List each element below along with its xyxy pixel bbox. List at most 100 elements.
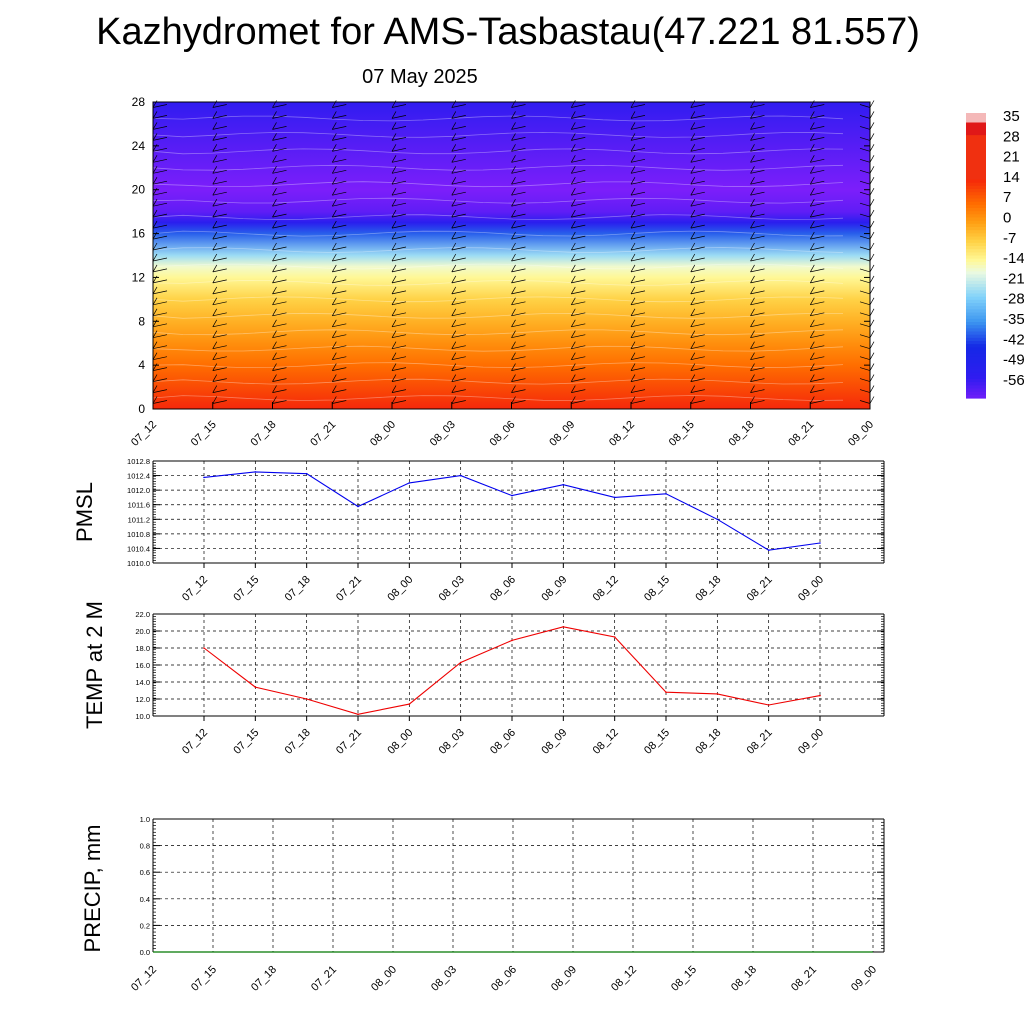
wind-barb: [451, 180, 466, 185]
colorbar-swatch: [966, 116, 986, 120]
y-tick-label: 1012.8: [127, 457, 150, 466]
wind-barb-flag: [630, 188, 636, 196]
wind-barb-flag: [152, 155, 158, 163]
wind-barb: [332, 224, 347, 229]
data-point: [203, 476, 205, 479]
y-tick-label: 14.0: [135, 678, 150, 687]
wind-barb: [859, 389, 871, 393]
y-tick-label: 20: [132, 183, 146, 197]
wind-barb-flag: [272, 275, 277, 284]
contour-line: [152, 181, 844, 188]
wind-barb-flag: [152, 308, 158, 316]
wind-barb: [630, 378, 646, 382]
wind-barb-flag: [511, 231, 516, 240]
contour-line: [152, 263, 844, 270]
wind-barb-flag: [391, 133, 397, 141]
wind-barb-flag: [511, 385, 516, 393]
colorbar-swatch: [966, 160, 986, 165]
wind-barb: [272, 137, 287, 141]
wind-barb: [859, 268, 871, 273]
wind-barb: [272, 202, 287, 207]
colorbar-swatch: [966, 356, 986, 361]
wind-barb-flag: [570, 275, 576, 284]
x-tick-label: 08_00: [385, 574, 415, 604]
wind-barb-flag: [451, 155, 457, 163]
wind-barb: [152, 213, 168, 218]
wind-barb-flag: [570, 363, 576, 371]
wind-barb-flag: [809, 166, 815, 174]
x-tick-label: 08_09: [547, 419, 577, 449]
wind-barb: [451, 147, 466, 152]
wind-barb-flag: [869, 253, 875, 262]
wind-barb: [451, 323, 466, 328]
wind-barb-flag: [570, 385, 576, 393]
wind-barb-flag: [690, 319, 696, 327]
wind-barb: [152, 389, 168, 393]
y-tick-label: 28: [132, 95, 146, 109]
x-tick-label: 08_21: [789, 964, 819, 994]
wind-barb: [750, 180, 765, 185]
wind-barb-flag: [869, 341, 875, 349]
colorbar-swatch: [966, 173, 986, 177]
wind-barb: [810, 202, 825, 207]
wind-barb: [451, 224, 466, 229]
wind-barb: [212, 400, 227, 404]
wind-barb-flag: [511, 209, 516, 218]
wind-barb-flag: [212, 308, 218, 316]
wind-barb: [690, 202, 705, 207]
wind-barb: [152, 400, 168, 404]
wind-barb: [451, 301, 466, 306]
wind-barb: [391, 400, 407, 404]
data-point: [254, 686, 257, 688]
wind-barb-flag: [869, 220, 875, 229]
wind-barb-flag: [570, 144, 576, 152]
wind-barb: [571, 115, 586, 119]
wind-barb-flag: [630, 374, 636, 382]
wind-barb-flag: [331, 155, 337, 163]
wind-barb-flag: [809, 352, 815, 360]
wind-barb-flag: [570, 330, 576, 338]
wind-barb: [810, 180, 825, 185]
wind-barb-flag: [750, 242, 755, 251]
wind-barb: [332, 345, 347, 350]
wind-barb: [152, 301, 168, 306]
x-tick-label: 08_18: [729, 964, 759, 994]
wind-barb-flag: [451, 308, 457, 316]
colorbar-swatch: [966, 287, 986, 291]
data-point: [767, 704, 770, 706]
wind-barb-flag: [630, 209, 636, 218]
wind-barb: [391, 191, 407, 196]
wind-barb: [332, 147, 347, 152]
wind-barb-flag: [750, 352, 755, 360]
x-tick-label: 07_12: [129, 419, 159, 449]
wind-barb-flag: [152, 352, 158, 360]
wind-barb: [690, 356, 705, 361]
wind-barb: [272, 224, 287, 229]
y-tick-label: 1012.0: [127, 486, 150, 495]
wind-barb: [630, 323, 646, 328]
wind-barb: [391, 323, 407, 328]
wind-barb-flag: [690, 242, 696, 251]
contour-line: [152, 115, 844, 122]
wind-barb: [212, 115, 227, 119]
colorbar-label: 28: [1003, 128, 1020, 145]
wind-barb: [750, 224, 765, 229]
wind-barb-flag: [272, 177, 277, 185]
wind-barb: [391, 389, 407, 393]
wind-barb: [690, 400, 705, 404]
wind-barb: [511, 268, 526, 273]
data-point: [203, 647, 205, 649]
wind-barb-flag: [331, 286, 337, 295]
wind-barb-flag: [869, 144, 875, 152]
data-point: [562, 626, 565, 628]
wind-barb-flag: [272, 231, 277, 240]
colorbar-swatch: [966, 233, 986, 238]
wind-barb: [212, 169, 227, 174]
x-tick-label: 08_03: [437, 727, 467, 757]
wind-barb-flag: [750, 297, 755, 305]
wind-barb-flag: [750, 133, 755, 141]
wind-barb: [332, 158, 347, 163]
colorbar-swatch: [966, 350, 986, 355]
data-point: [408, 703, 411, 705]
wind-barb: [810, 345, 825, 350]
